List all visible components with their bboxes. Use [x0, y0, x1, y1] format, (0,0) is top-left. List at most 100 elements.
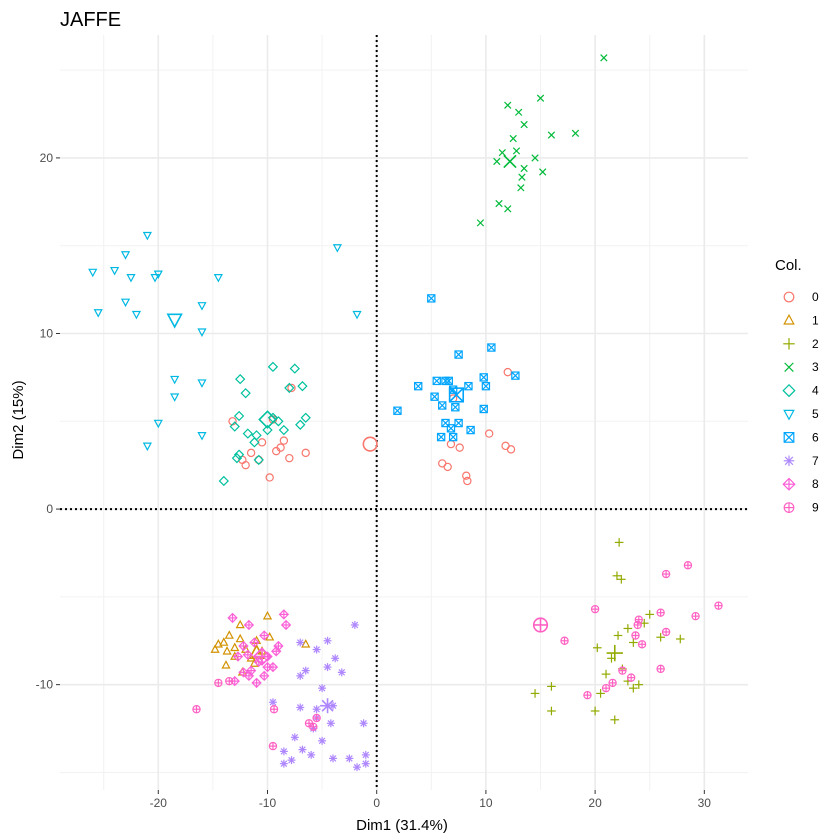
x-tick-label: -20 [150, 796, 168, 810]
data-point [504, 205, 512, 213]
data-point [170, 375, 180, 385]
data-point [242, 649, 254, 660]
data-point [230, 642, 240, 652]
data-point [280, 619, 292, 631]
data-point [301, 666, 310, 675]
data-point [413, 381, 423, 391]
data-point [235, 619, 245, 629]
data-point [170, 393, 180, 402]
data-point [279, 759, 288, 768]
data-point [444, 376, 453, 386]
data-point [466, 425, 475, 435]
data-point [547, 706, 556, 716]
data-point [634, 615, 643, 624]
legend-label: 3 [812, 360, 819, 374]
data-point [337, 668, 346, 677]
series-8 [227, 609, 292, 689]
data-point [269, 705, 279, 714]
data-point [233, 449, 245, 460]
data-point [484, 429, 494, 438]
data-point [462, 471, 471, 480]
data-point [600, 54, 608, 62]
legend-key [783, 502, 795, 514]
data-point [454, 350, 463, 359]
data-point [93, 309, 103, 318]
data-point [618, 666, 627, 675]
data-point [287, 756, 296, 765]
data-point [289, 363, 300, 374]
data-point [88, 268, 98, 278]
data-point [235, 633, 245, 643]
data-point [323, 636, 332, 645]
legend-key [782, 477, 796, 491]
data-point [240, 388, 251, 399]
plot-panel [60, 35, 748, 790]
data-point [656, 664, 665, 674]
data-point [225, 676, 234, 686]
data-point [296, 703, 305, 712]
data-point [287, 383, 296, 393]
data-point [520, 164, 528, 173]
legend-label: 1 [812, 313, 819, 327]
data-point [267, 661, 279, 673]
legend-key [783, 432, 795, 443]
data-point [623, 624, 633, 633]
centroid-point [532, 617, 549, 633]
series-5 [88, 231, 362, 452]
data-point [504, 101, 512, 109]
data-point [290, 733, 299, 742]
data-point [279, 436, 289, 445]
data-point [361, 759, 370, 768]
legend-label: 0 [812, 290, 819, 304]
data-points [88, 54, 723, 772]
data-point [512, 147, 521, 155]
data-point [301, 448, 310, 458]
data-point [309, 722, 318, 731]
data-point [463, 476, 472, 486]
data-point [536, 94, 545, 102]
data-point [430, 392, 439, 401]
data-point [350, 620, 359, 629]
data-point [634, 680, 644, 689]
data-point [590, 706, 600, 716]
data-point [479, 404, 488, 414]
data-point [232, 651, 244, 662]
data-point [617, 574, 626, 584]
x-tick-label: 20 [588, 796, 602, 810]
data-point [312, 645, 321, 654]
data-point [221, 660, 231, 669]
series-9 [192, 561, 723, 751]
data-point [262, 424, 273, 436]
reference-lines [60, 35, 748, 790]
data-point [583, 690, 592, 700]
legend-key [782, 383, 796, 398]
data-point [596, 689, 605, 698]
data-point [235, 373, 246, 385]
data-point [531, 154, 539, 162]
data-point [610, 715, 620, 725]
data-point [631, 631, 640, 640]
data-point [455, 443, 464, 452]
data-point [285, 453, 294, 463]
data-point [511, 371, 520, 380]
centroid-point [320, 698, 336, 714]
data-point [438, 401, 447, 410]
data-point [661, 569, 671, 579]
data-point [213, 274, 223, 283]
y-tick-label: 10 [40, 326, 54, 340]
data-point [438, 459, 447, 468]
data-point [326, 719, 335, 728]
data-point [318, 736, 327, 745]
data-point [253, 454, 264, 466]
data-point [241, 460, 250, 470]
data-point [249, 437, 260, 448]
data-point [284, 382, 295, 394]
data-point [432, 376, 441, 386]
data-point [197, 328, 207, 337]
y-tick-label: 0 [46, 502, 53, 516]
data-point [592, 643, 602, 653]
data-point [520, 120, 528, 129]
data-point [214, 678, 223, 688]
data-point [493, 157, 501, 166]
